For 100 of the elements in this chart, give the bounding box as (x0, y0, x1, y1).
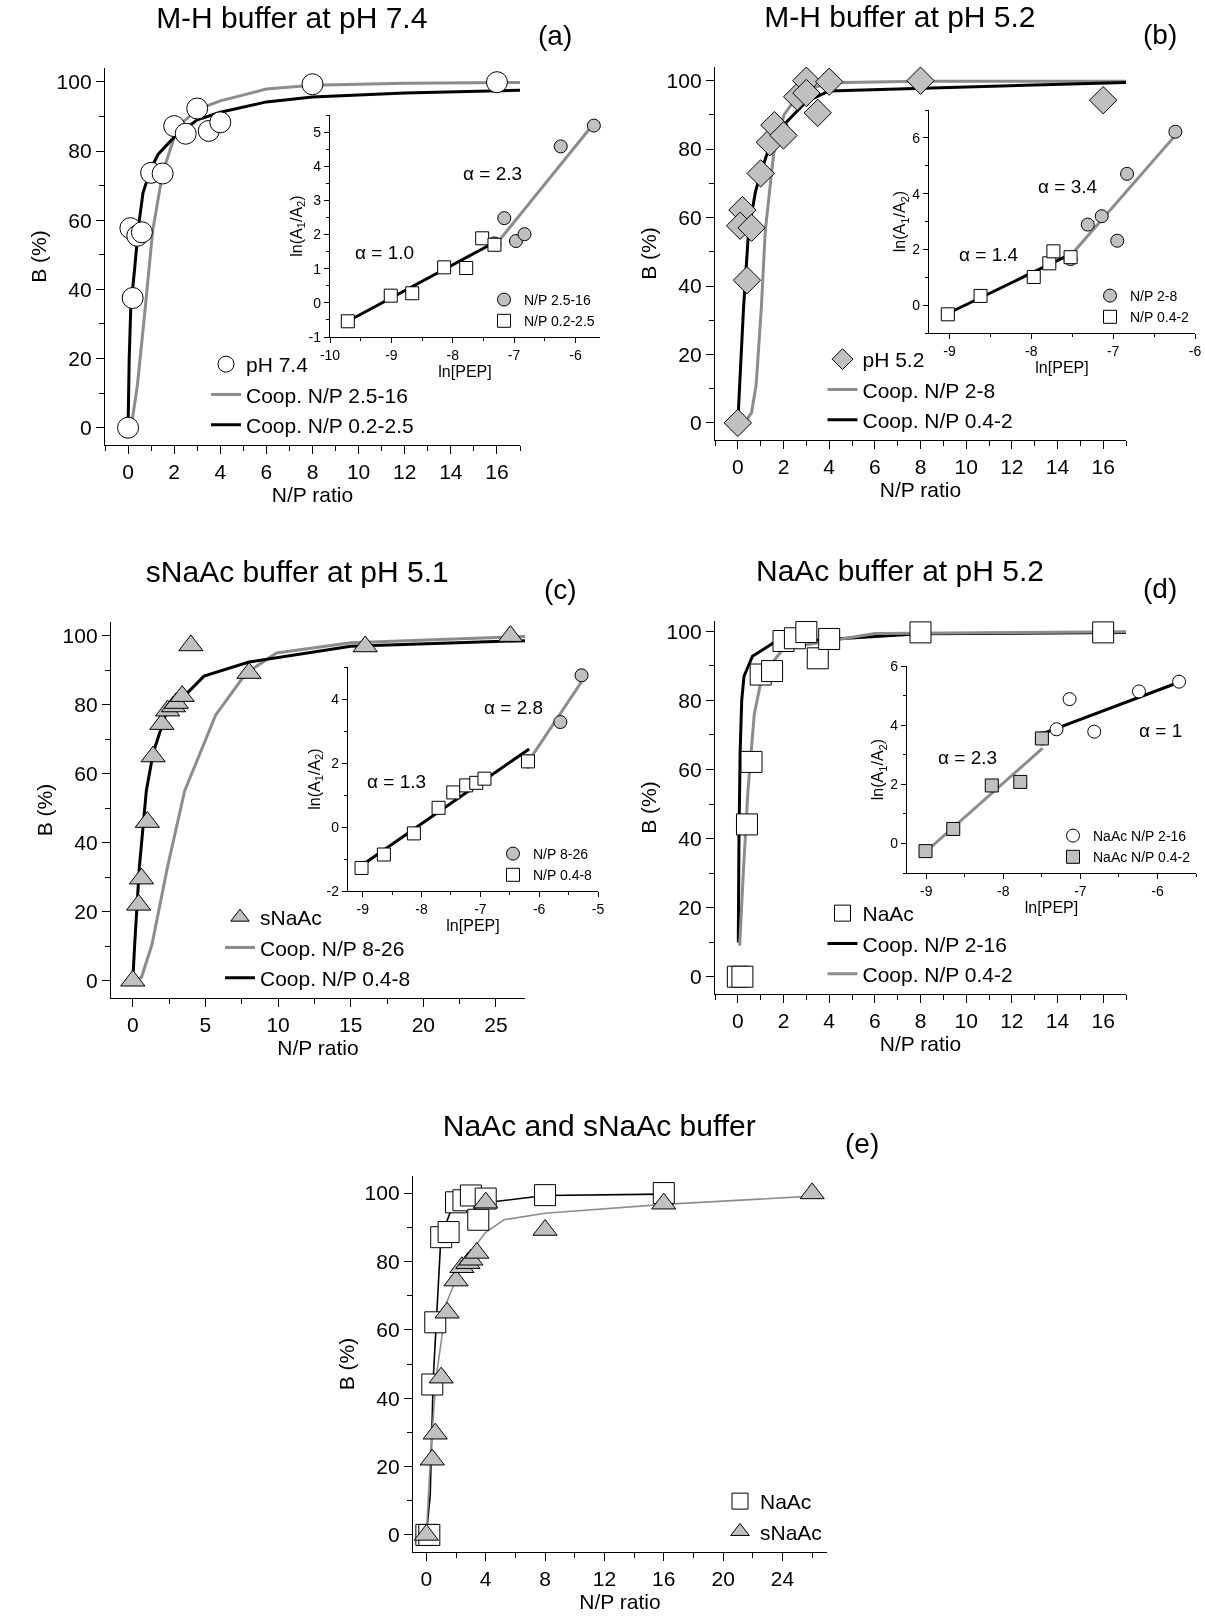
legend-label: NaAc (862, 902, 914, 926)
annotation: α = 2.8 (484, 697, 544, 718)
x-tick-label: 10 (954, 455, 978, 479)
point (1092, 621, 1115, 644)
point (918, 844, 933, 859)
x-tick-label: -8 (446, 347, 460, 363)
x-tick-label: -7 (474, 901, 487, 917)
legend-label: pH 7.4 (246, 353, 309, 377)
y-tick-label: 0 (890, 835, 899, 852)
point (973, 288, 988, 303)
x-tick-label: 6 (868, 1009, 881, 1033)
y-axis-title: B (%) (26, 230, 50, 283)
y-tick-label: 40 (74, 831, 98, 855)
x-tick-label: 12 (1000, 455, 1024, 479)
x-tick-label: 10 (266, 1013, 290, 1037)
x-tick-label: 25 (484, 1013, 508, 1037)
legend-label: Coop. N/P 2-16 (862, 932, 1007, 956)
x-tick-label: 16 (1091, 1009, 1115, 1033)
x-tick-label: 2 (777, 1009, 790, 1033)
point (815, 67, 844, 96)
point (1013, 774, 1028, 789)
y-tick-label: 2 (912, 241, 921, 258)
x-axis-title: N/P ratio (579, 1590, 661, 1614)
x-tick-label: 10 (346, 460, 371, 484)
point (383, 288, 398, 303)
x-tick-label: 14 (439, 460, 463, 484)
text: (b) (1143, 19, 1178, 50)
point (1042, 256, 1057, 271)
annotation: α = 1.0 (355, 242, 415, 263)
x-tick-label: 14 (1045, 1009, 1070, 1033)
y-tick-label: 2 (313, 226, 322, 243)
x-tick-label: -7 (1074, 883, 1087, 899)
point (186, 97, 209, 120)
x-tick-label: 16 (485, 460, 509, 484)
x-tick-label: 20 (711, 1567, 735, 1591)
x-tick-label: 6 (868, 455, 881, 479)
y-tick-label: 3 (313, 192, 322, 209)
x-tick-label: -6 (1151, 883, 1164, 899)
x-axis-title: N/P ratio (277, 1036, 359, 1060)
legend-label: Coop. N/P 2-8 (862, 378, 996, 402)
y-tick-label: 100 (56, 70, 92, 94)
point (984, 778, 999, 793)
x-tick-label: 4 (823, 1009, 836, 1033)
y-axis-title: B (%) (334, 1337, 358, 1391)
legend-label: N/P 0.4-2 (1130, 309, 1190, 326)
point (121, 287, 144, 309)
point (1110, 233, 1125, 248)
x-tick-label: 0 (420, 1567, 433, 1591)
x-tick-label: 12 (393, 460, 417, 484)
point (553, 139, 568, 154)
x-tick-label: 10 (954, 1009, 978, 1033)
y-tick-label: 0 (313, 294, 322, 311)
point (746, 159, 775, 188)
x-tick-label: 4 (823, 455, 836, 479)
point (117, 416, 140, 439)
point (586, 118, 601, 133)
y-tick-label: -2 (326, 882, 340, 899)
x-tick-label: 4 (479, 1567, 492, 1591)
point (517, 227, 532, 242)
x-tick-label: 20 (411, 1013, 435, 1037)
x-tick-label: 0 (731, 1009, 744, 1033)
x-axis-title: N/P ratio (879, 478, 962, 502)
x-tick-label: -7 (507, 347, 521, 363)
point (485, 71, 508, 94)
legend-label: Coop. N/P 0.4-2 (862, 962, 1013, 986)
y-tick-label: 100 (666, 619, 702, 643)
legend-label: pH 5.2 (862, 348, 925, 372)
y-tick-label: 5 (313, 123, 322, 140)
x-axis-title: ln[PEP] (1024, 899, 1079, 916)
point (906, 66, 935, 95)
y-tick-label: 1 (313, 260, 322, 277)
x-tick-label: -8 (1025, 343, 1038, 359)
y-tick-label: 60 (678, 757, 702, 781)
x-tick-label: -10 (319, 347, 341, 363)
annotation: α = 2.3 (463, 163, 523, 184)
point (1120, 166, 1135, 181)
y-tick-label: 4 (890, 717, 899, 734)
point (946, 821, 961, 836)
point (803, 98, 832, 128)
y-tick-label: 0 (331, 818, 340, 835)
legend-label: N/P 0.2-2.5 (524, 313, 595, 330)
legend-label: NaAc N/P 2-16 (1093, 828, 1187, 845)
chart-title: M-H buffer at pH 5.2 (764, 0, 1036, 33)
point (534, 1184, 557, 1207)
y-tick-label: -1 (308, 328, 322, 345)
annotation: α = 2.3 (938, 747, 998, 768)
x-tick-label: -7 (1106, 343, 1120, 359)
legend-label: Coop. N/P 0.2-2.5 (246, 413, 414, 437)
y-axis-title: B (%) (32, 783, 56, 837)
point (553, 715, 568, 730)
y-tick-label: 0 (912, 297, 921, 314)
y-axis-title: B (%) (636, 781, 660, 834)
legend-label: N/P 0.4-8 (533, 867, 593, 884)
y-tick-label: 80 (74, 693, 98, 717)
y-tick-label: 80 (376, 1249, 400, 1273)
point (1026, 269, 1041, 284)
x-tick-label: 16 (1091, 455, 1115, 479)
x-tick-label: 15 (339, 1013, 363, 1037)
point (437, 260, 452, 275)
y-tick-label: 60 (68, 208, 92, 232)
